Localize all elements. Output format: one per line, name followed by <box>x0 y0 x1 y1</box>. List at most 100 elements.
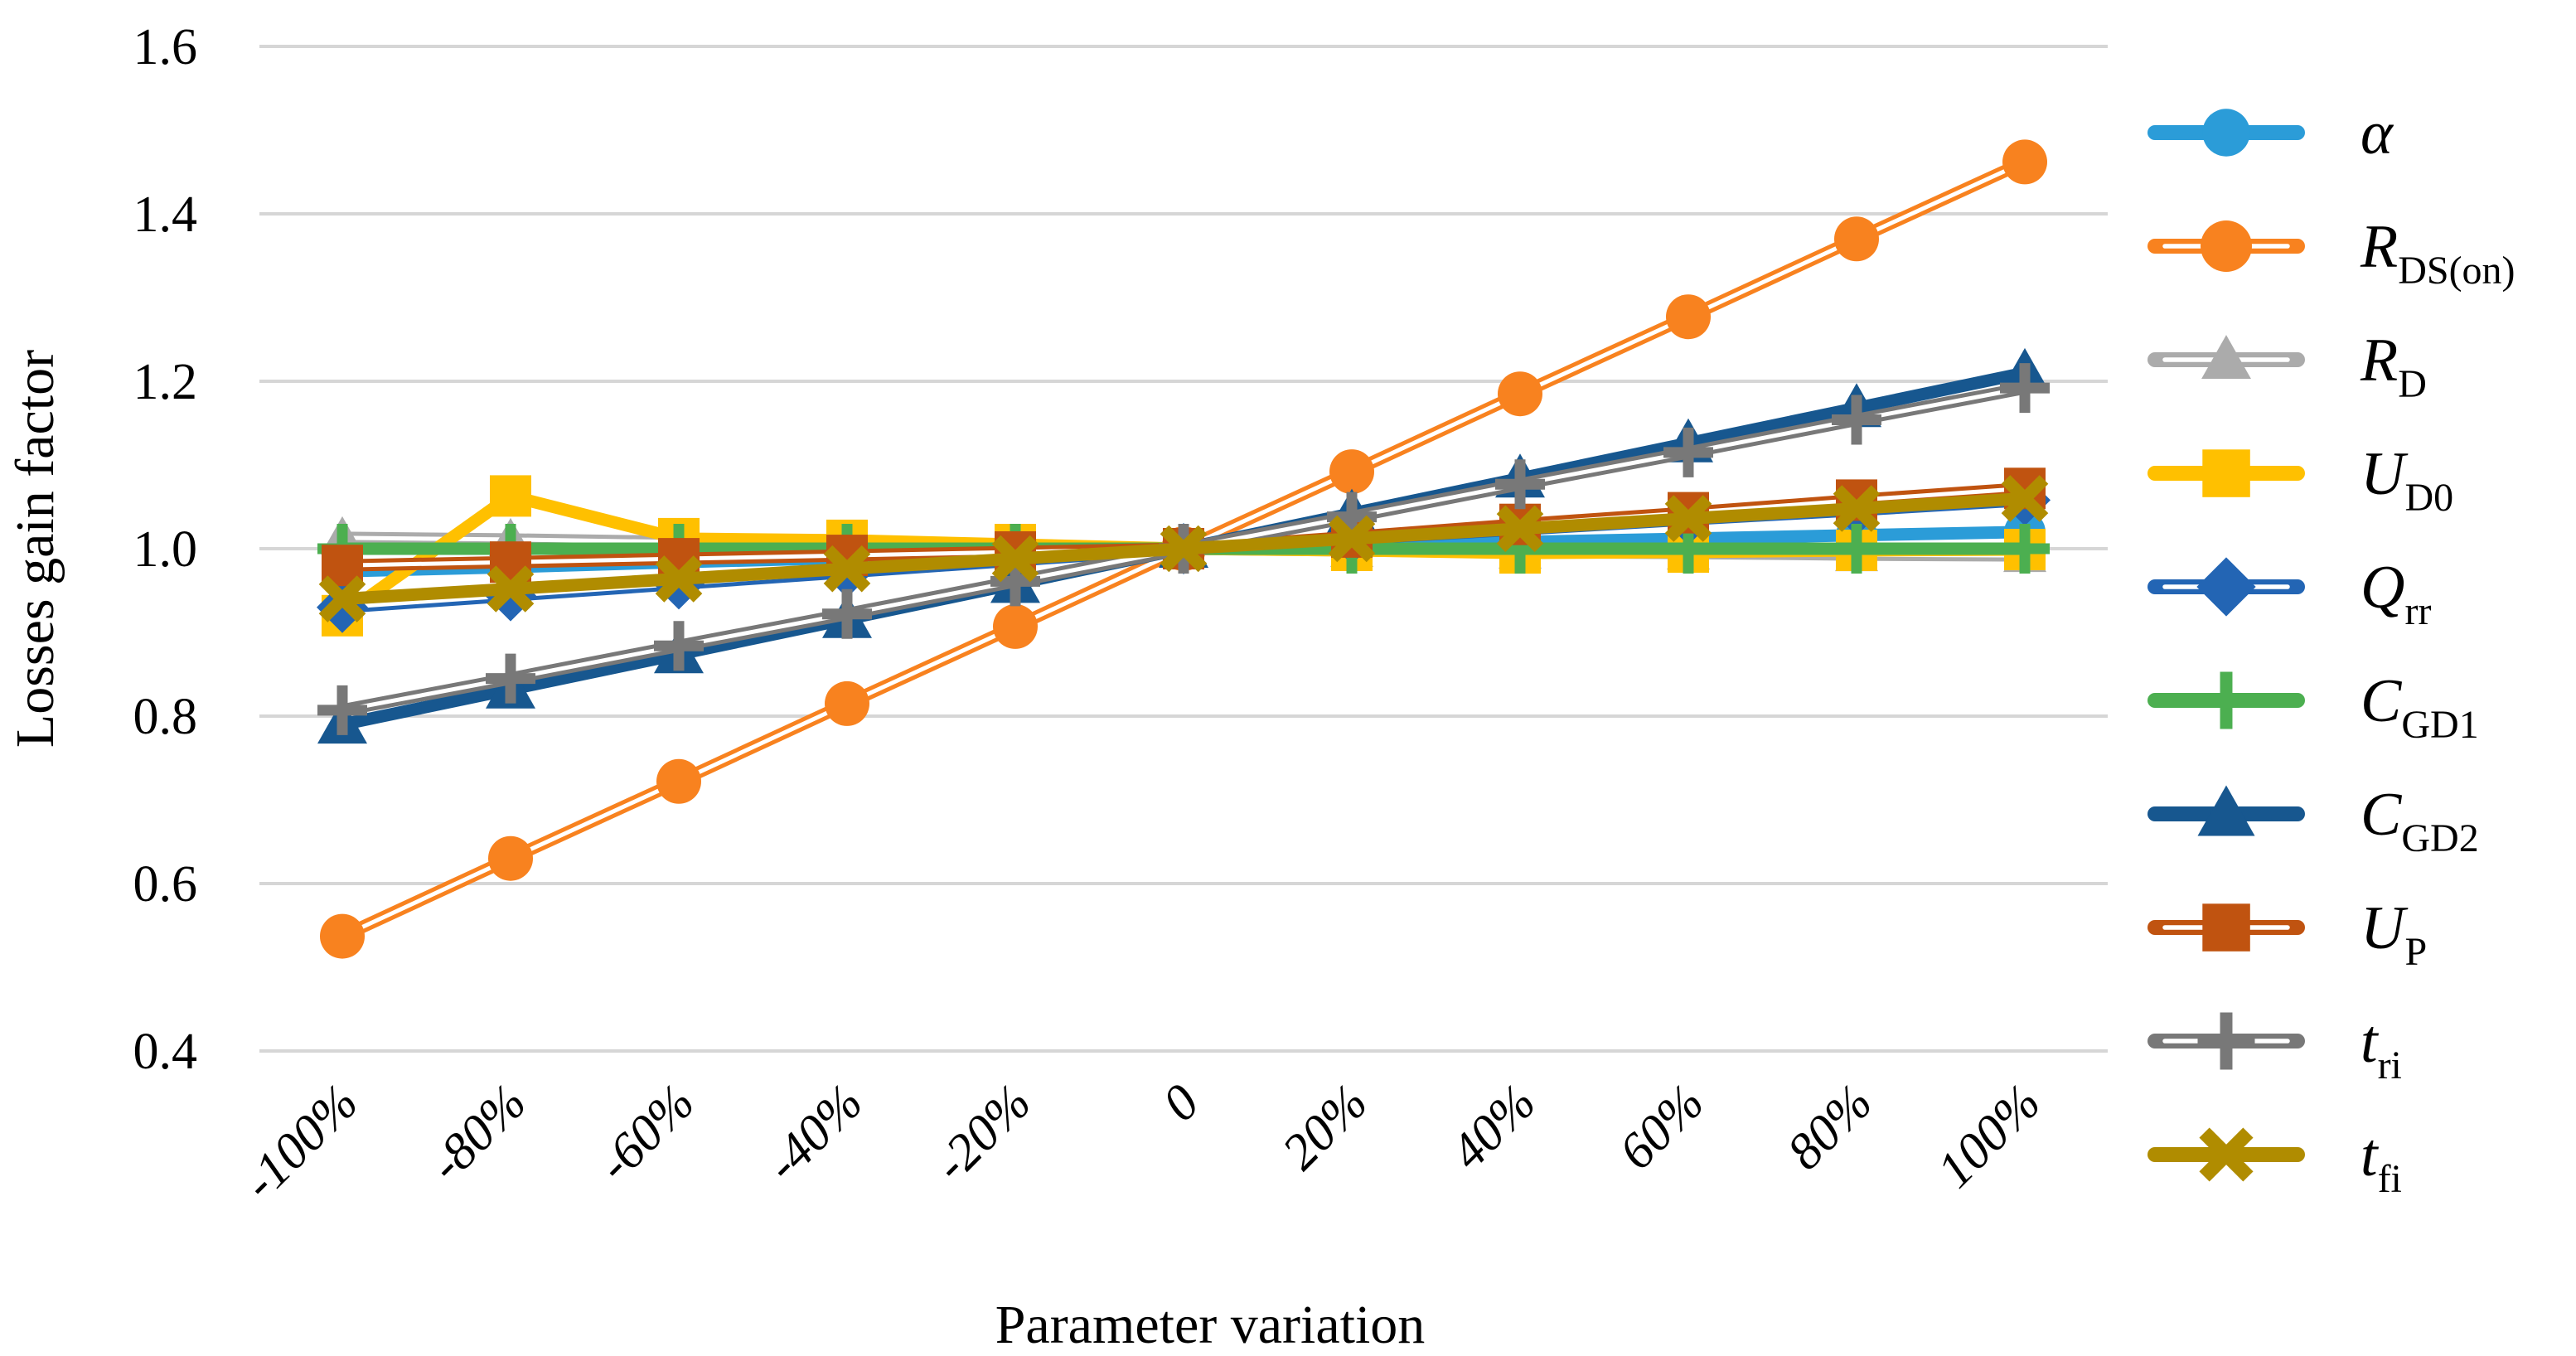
t_fi-marker-x <box>823 545 871 593</box>
C_GD2-marker-triangle <box>2197 785 2255 836</box>
x-axis-tick-labels: -100% -80% -60% -40% -20% 0 20% 40% 60% 80% 100% <box>232 1074 2051 1211</box>
t_ri-marker-plus <box>1663 427 1713 477</box>
legend-label-subscript: fi <box>2378 1157 2402 1201</box>
y-tick-label: 0.6 <box>133 856 198 913</box>
t_fi-marker-x <box>2001 475 2049 522</box>
legend-label-subscript: DS(on) <box>2398 249 2515 293</box>
t_fi-marker-x <box>1833 485 1881 532</box>
legend-label-main: U <box>2361 894 2409 962</box>
U_P-marker-square <box>2202 903 2250 952</box>
legend-label-C_GD1: CGD1 <box>2361 667 2479 747</box>
t_ri-marker-plus <box>486 653 535 704</box>
legend-item-C_GD2: CGD2 <box>2147 781 2479 860</box>
R_DSon-marker-circle <box>2002 139 2047 185</box>
U_D0-marker-square <box>2202 449 2250 497</box>
legend-item-C_GD1: CGD1 <box>2147 667 2479 747</box>
t_ri-marker-plus <box>822 588 872 639</box>
legend-item-R_D: RD <box>2147 327 2427 406</box>
x-tick-label: -60% <box>587 1074 705 1193</box>
t_fi-marker-x <box>318 575 366 622</box>
t_fi-marker-x <box>1160 525 1208 573</box>
t_fi-marker-x <box>1496 505 1544 553</box>
legend-label-t_ri: tri <box>2361 1008 2402 1087</box>
R_DSon-marker-circle <box>488 835 533 881</box>
legend-label-main: U <box>2361 440 2409 508</box>
t_ri-marker-plus <box>317 685 367 735</box>
legend-label-main: α <box>2361 99 2394 167</box>
t_fi-marker-x <box>1328 515 1376 563</box>
R_D-marker-triangle <box>2201 335 2251 379</box>
legend-label-R_D: RD <box>2360 327 2427 406</box>
t_fi-marker-x <box>655 555 703 603</box>
legend-item-U_D0: UD0 <box>2147 440 2453 520</box>
x-tick-label: 0 <box>1152 1074 1210 1132</box>
legend-item-t_fi: tfi <box>2147 1121 2402 1201</box>
legend-label-alpha: α <box>2361 99 2394 167</box>
R_DSon-marker-circle <box>825 680 869 726</box>
alpha-marker-circle <box>2202 109 2250 157</box>
legend-label-main: t <box>2361 1121 2380 1189</box>
t_ri-marker-plus <box>1832 395 1881 445</box>
R_DSon-marker-circle <box>320 913 365 959</box>
legend-label-subscript: GD1 <box>2401 703 2478 747</box>
x-tick-label: 40% <box>1440 1074 1546 1180</box>
C_GD1-marker-plus <box>1832 524 1881 574</box>
legend-label-U_D0: UD0 <box>2361 440 2453 520</box>
t_fi-marker-x <box>991 535 1039 583</box>
legend-label-main: R <box>2360 327 2398 395</box>
legend-label-subscript: P <box>2404 930 2427 974</box>
series-t_fi <box>318 475 2049 622</box>
legend-item-alpha: α <box>2147 99 2394 167</box>
x-tick-label: 100% <box>1927 1074 2051 1199</box>
Q_rr-marker-diamond <box>2196 557 2256 617</box>
series-layer <box>317 139 2051 959</box>
t_ri-marker-plus <box>654 621 704 671</box>
y-tick-label: 0.8 <box>133 689 198 745</box>
legend-item-R_DSon: RDS(on) <box>2147 213 2515 293</box>
R_DSon-marker-circle <box>1498 371 1542 417</box>
x-tick-label: 60% <box>1608 1074 1714 1180</box>
x-tick-label: -40% <box>755 1074 874 1193</box>
x-tick-label: -20% <box>923 1074 1042 1193</box>
legend-label-main: Q <box>2361 554 2404 622</box>
R_DSon-marker-circle <box>1834 216 1879 262</box>
legend-label-subscript: GD2 <box>2401 816 2478 860</box>
x-tick-label: 20% <box>1271 1074 1378 1180</box>
legend-label-subscript: D <box>2398 362 2427 406</box>
R_DSon-marker-circle <box>2201 220 2252 272</box>
legend-label-main: C <box>2361 667 2403 735</box>
legend-label-t_fi: tfi <box>2361 1121 2402 1201</box>
legend-label-subscript: ri <box>2378 1044 2402 1087</box>
legend-label-C_GD2: CGD2 <box>2361 781 2479 860</box>
legend-label-subscript: rr <box>2404 589 2431 633</box>
x-tick-label: -100% <box>232 1074 369 1211</box>
legend-label-subscript: D0 <box>2404 476 2453 520</box>
legend-item-Q_rr: Qrr <box>2147 554 2431 633</box>
t_fi-marker-x <box>2199 1127 2254 1182</box>
legend-item-U_P: UP <box>2147 894 2427 974</box>
C_GD1-marker-plus <box>2197 671 2255 729</box>
C_GD1-marker-plus <box>2000 524 2050 574</box>
y-tick-label: 1.0 <box>133 521 198 578</box>
legend-label-R_DSon: RDS(on) <box>2360 213 2515 293</box>
legend-label-Q_rr: Qrr <box>2361 554 2431 633</box>
legend-label-main: t <box>2361 1008 2380 1076</box>
y-axis-tick-labels: 1.6 1.4 1.2 1.0 0.8 0.6 0.4 <box>133 19 198 1080</box>
y-tick-label: 1.6 <box>133 19 198 75</box>
legend-label-U_P: UP <box>2361 894 2427 974</box>
R_DSon-marker-circle <box>993 603 1038 649</box>
legend-item-t_ri: tri <box>2147 1008 2402 1087</box>
R_DSon-marker-circle <box>656 758 701 804</box>
t_fi-marker-x <box>1664 495 1712 542</box>
U_D0-marker-square <box>490 475 531 517</box>
R_DSon-marker-circle <box>1329 449 1374 495</box>
t_fi-marker-x <box>487 565 535 613</box>
t_ri-marker-plus <box>2000 363 2050 414</box>
y-tick-label: 0.4 <box>133 1024 198 1080</box>
R_DSon-marker-circle <box>1666 294 1711 340</box>
t_ri-marker-plus <box>1495 459 1545 510</box>
legend-label-main: R <box>2360 213 2398 281</box>
